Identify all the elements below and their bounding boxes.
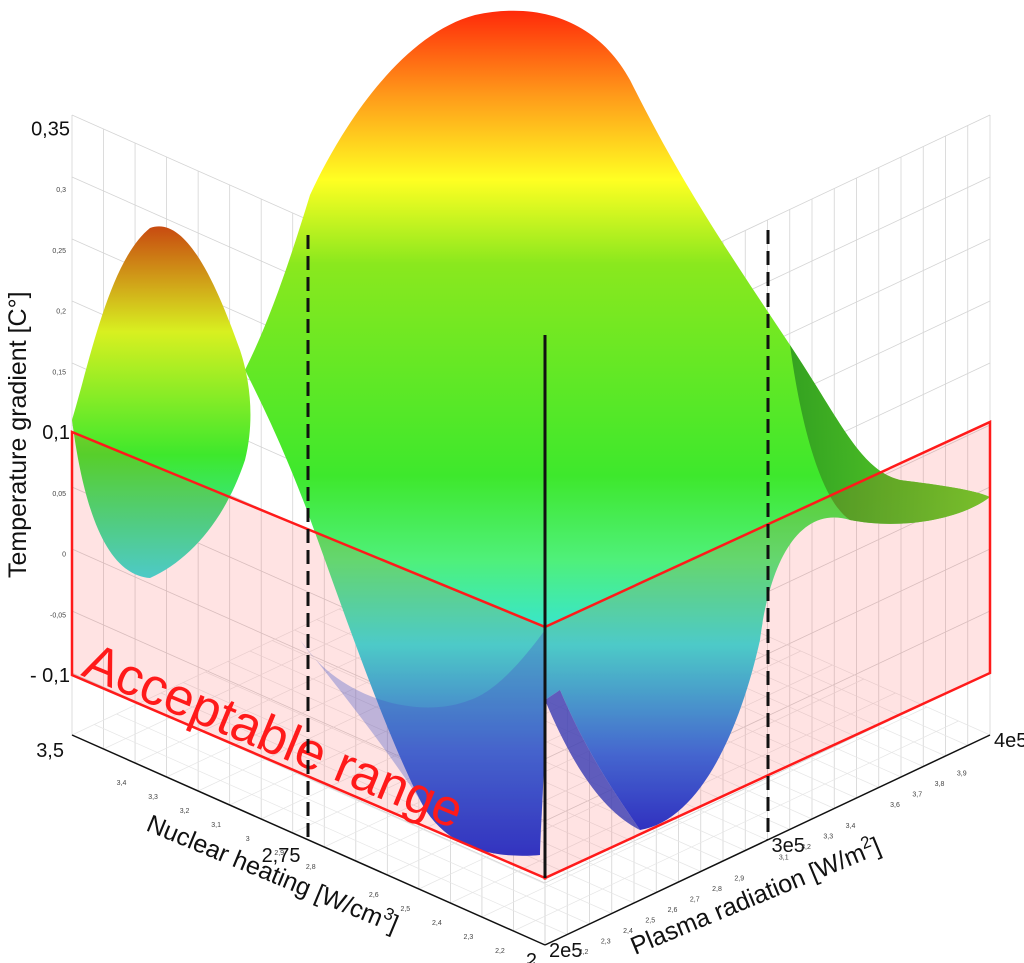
x-minor-tick: 3,1 bbox=[211, 822, 221, 829]
z-minor-tick: 0,3 bbox=[56, 187, 66, 194]
y-minor-tick: 2,6 bbox=[668, 907, 678, 914]
x-major-tick: 2 bbox=[526, 950, 537, 963]
z-minor-tick: -0,05 bbox=[50, 612, 66, 619]
z-minor-tick: 0,25 bbox=[52, 248, 66, 255]
z-minor-tick: 0,05 bbox=[52, 491, 66, 498]
y-minor-tick: 2,3 bbox=[601, 939, 611, 946]
x-minor-tick: 2,8 bbox=[306, 864, 316, 871]
z-minor-tick: 0,2 bbox=[56, 309, 66, 316]
x-minor-tick: 2,9 bbox=[274, 850, 284, 857]
y-minor-tick: 3,4 bbox=[846, 823, 856, 830]
x-minor-tick: 2,3 bbox=[464, 934, 474, 941]
x-major-tick: 3,5 bbox=[36, 740, 64, 762]
reference-lines bbox=[306, 230, 770, 878]
y-minor-tick: 2,8 bbox=[712, 886, 722, 893]
x-major-tick: 2,75 bbox=[262, 845, 301, 867]
y-minor-tick: 3,1 bbox=[779, 855, 789, 862]
y-minor-tick: 3,7 bbox=[912, 792, 922, 799]
floor-grid-line bbox=[116, 713, 590, 925]
y-minor-tick: 3,2 bbox=[801, 844, 811, 851]
y-minor-tick: 3,6 bbox=[890, 802, 900, 809]
x-minor-tick: 3 bbox=[246, 836, 250, 843]
y-minor-tick: 2,9 bbox=[734, 876, 744, 883]
y-minor-tick: 2,5 bbox=[645, 918, 655, 925]
z-major-tick: 0,1 bbox=[42, 422, 70, 444]
y-axis-title-main: Plasma radiation [W/m bbox=[627, 838, 870, 960]
x-minor-tick: 3,4 bbox=[117, 780, 127, 787]
z-axis-title: Temperature gradient [C°] bbox=[4, 291, 32, 578]
x-minor-tick: 2,5 bbox=[400, 906, 410, 913]
y-minor-tick: 3,3 bbox=[823, 834, 833, 841]
floor-grid-line bbox=[160, 692, 635, 904]
y-major-tick: 2e5 bbox=[549, 940, 582, 962]
y-axis-title: Plasma radiation [W/m2] bbox=[625, 829, 884, 960]
surface bbox=[72, 10, 990, 856]
y-minor-tick: 3,8 bbox=[935, 781, 945, 788]
z-minor-tick: 0,15 bbox=[52, 369, 66, 376]
y-major-tick: 3e5 bbox=[772, 835, 805, 857]
tick-labels: 0,35 0,1 - 0,1 0,3 0,25 0,2 0,15 0,05 0 -0,05 3,5 2… bbox=[30, 118, 1024, 963]
x-minor-tick: 2,4 bbox=[432, 920, 442, 927]
x-minor-tick: 2,6 bbox=[369, 892, 379, 899]
y-minor-tick: 2,2 bbox=[579, 949, 589, 956]
z-major-tick: - 0,1 bbox=[30, 665, 70, 687]
z-major-tick: 0,35 bbox=[31, 118, 70, 140]
floor-grid-line bbox=[94, 724, 568, 935]
x-axis-title-main: Nuclear heating [W/cm bbox=[143, 810, 387, 933]
y-minor-tick: 3,9 bbox=[957, 771, 967, 778]
x-minor-tick: 3,3 bbox=[148, 794, 158, 801]
x-axis-title: Nuclear heating [W/cm3] bbox=[143, 807, 404, 939]
x-minor-tick: 3,2 bbox=[180, 808, 190, 815]
z-minor-tick: 0 bbox=[62, 552, 66, 559]
y-minor-tick: 2,4 bbox=[623, 928, 633, 935]
x-minor-tick: 2,2 bbox=[495, 948, 505, 955]
axes-frame bbox=[71, 734, 991, 946]
y-minor-tick: 2,7 bbox=[690, 897, 700, 904]
y-major-tick: 4e5 bbox=[994, 730, 1024, 752]
